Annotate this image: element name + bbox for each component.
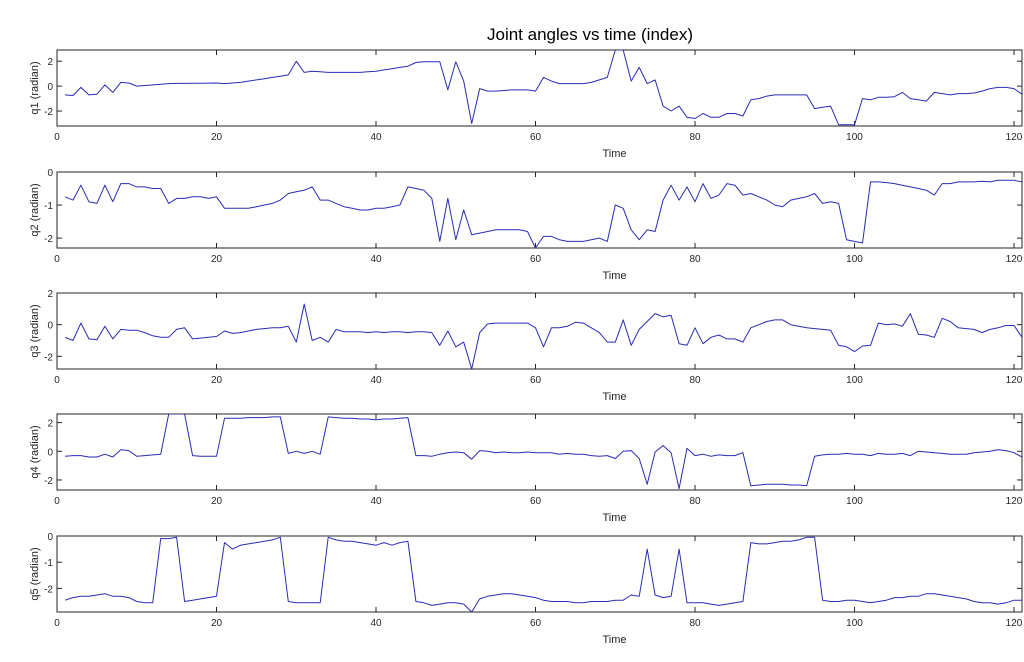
x-tick-label: 40 <box>370 375 382 386</box>
x-tick-label: 80 <box>689 254 701 265</box>
series-line <box>64 414 1022 490</box>
subplot-2: 0 20 40 60 80 100 120 -2 -1 0 q2 (radian) Time <box>29 168 1023 282</box>
x-tick-label: 0 <box>54 132 60 143</box>
y-axis-label: q2 (radian) <box>29 183 41 236</box>
x-tick-label: 80 <box>689 132 701 143</box>
x-tick-label: 120 <box>1006 254 1023 265</box>
x-tick-label: 120 <box>1006 496 1023 507</box>
y-tick-label: -1 <box>44 201 53 212</box>
subplot-3: 0 20 40 60 80 100 120 -2 0 2 q3 (radian) Time <box>29 289 1023 403</box>
axes-box <box>56 413 1023 491</box>
x-tick-label: 80 <box>689 496 701 507</box>
x-tick-label: 60 <box>530 496 542 507</box>
y-tick-label: -1 <box>44 558 53 569</box>
axes-box <box>56 171 1023 249</box>
y-tick-label: 0 <box>47 447 53 458</box>
x-axis-label: Time <box>602 148 626 160</box>
x-tick-label: 120 <box>1006 132 1023 143</box>
y-tick-label: 2 <box>47 289 53 300</box>
y-axis-label: q5 (radian) <box>29 547 41 600</box>
x-tick-label: 0 <box>54 254 60 265</box>
y-tick-label: -2 <box>44 107 53 118</box>
x-tick-label: 40 <box>370 496 382 507</box>
y-tick-label: -2 <box>44 234 53 245</box>
x-tick-label: 100 <box>846 496 863 507</box>
x-tick-label: 20 <box>211 132 223 143</box>
y-tick-label: -2 <box>44 352 53 363</box>
series-line <box>64 536 1022 612</box>
axes-box <box>56 292 1023 370</box>
x-axis-label: Time <box>602 391 626 403</box>
x-tick-label: 20 <box>211 496 223 507</box>
series-line <box>64 179 1022 248</box>
x-tick-label: 100 <box>846 375 863 386</box>
y-tick-label: 0 <box>47 532 53 543</box>
subplot-1: 0 20 40 60 80 100 120 -2 0 2 q1 (radian) Time <box>29 49 1023 160</box>
x-axis-label: Time <box>602 270 626 282</box>
x-tick-label: 40 <box>370 618 382 629</box>
x-axis-label: Time <box>602 634 626 646</box>
x-tick-label: 120 <box>1006 618 1023 629</box>
x-tick-label: 0 <box>54 375 60 386</box>
x-tick-label: 120 <box>1006 375 1023 386</box>
axes-box <box>56 49 1023 127</box>
x-tick-label: 40 <box>370 132 382 143</box>
y-tick-label: -2 <box>44 476 53 487</box>
y-tick-label: 2 <box>47 57 53 68</box>
series-line <box>64 303 1022 369</box>
x-tick-label: 60 <box>530 132 542 143</box>
x-tick-label: 60 <box>530 375 542 386</box>
x-tick-label: 100 <box>846 132 863 143</box>
x-tick-label: 100 <box>846 254 863 265</box>
x-tick-label: 100 <box>846 618 863 629</box>
y-axis-label: q4 (radian) <box>29 425 41 478</box>
y-tick-label: 2 <box>47 419 53 430</box>
x-tick-label: 60 <box>530 254 542 265</box>
x-axis-label: Time <box>602 512 626 524</box>
subplot-5: 0 20 40 60 80 100 120 -2 -1 0 q5 (radian) Time <box>29 532 1023 646</box>
x-tick-label: 80 <box>689 618 701 629</box>
x-tick-label: 20 <box>211 618 223 629</box>
axes-box <box>56 535 1023 613</box>
y-tick-label: 0 <box>47 82 53 93</box>
y-axis-label: q1 (radian) <box>29 61 41 114</box>
x-tick-label: 20 <box>211 254 223 265</box>
y-tick-label: 0 <box>47 321 53 332</box>
x-tick-label: 0 <box>54 496 60 507</box>
y-axis-label: q3 (radian) <box>29 304 41 357</box>
series-line <box>64 50 1022 126</box>
x-tick-label: 60 <box>530 618 542 629</box>
chart-title: Joint angles vs time (index) <box>487 25 693 44</box>
y-tick-label: 0 <box>47 168 53 179</box>
x-tick-label: 20 <box>211 375 223 386</box>
y-tick-label: -2 <box>44 584 53 595</box>
x-tick-label: 80 <box>689 375 701 386</box>
x-tick-label: 0 <box>54 618 60 629</box>
x-tick-label: 40 <box>370 254 382 265</box>
